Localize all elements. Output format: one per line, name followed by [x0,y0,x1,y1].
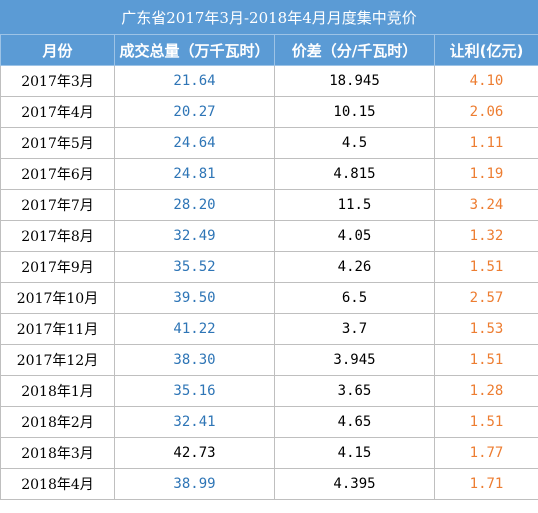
table-body: 2017年3月 21.64 18.945 4.10 2017年4月 20.27 10.15 2… [0,65,538,500]
cell-month: 2018年1月 [0,375,115,407]
table-row: 2017年3月 21.64 18.945 4.10 [0,65,538,97]
cell-volume: 35.52 [114,251,275,283]
cell-spread: 4.65 [274,406,435,438]
cell-month: 2017年9月 [0,251,115,283]
cell-volume: 28.20 [114,189,275,221]
cell-profit: 1.11 [434,127,538,159]
cell-spread: 6.5 [274,282,435,314]
table-row: 2017年5月 24.64 4.5 1.11 [0,127,538,159]
cell-month: 2017年10月 [0,282,115,314]
cell-spread: 3.7 [274,313,435,345]
header-row: 月份 成交总量（万千瓦时） 价差（分/千瓦时） 让利(亿元) [0,34,538,66]
cell-spread: 3.65 [274,375,435,407]
cell-month: 2017年5月 [0,127,115,159]
cell-volume: 32.41 [114,406,275,438]
table-row: 2017年8月 32.49 4.05 1.32 [0,220,538,252]
cell-volume: 39.50 [114,282,275,314]
table-row: 2017年6月 24.81 4.815 1.19 [0,158,538,190]
header-spread: 价差（分/千瓦时） [274,34,435,66]
cell-profit: 2.06 [434,96,538,128]
cell-volume: 24.81 [114,158,275,190]
cell-profit: 2.57 [434,282,538,314]
cell-month: 2017年6月 [0,158,115,190]
cell-volume: 35.16 [114,375,275,407]
table-row: 2018年1月 35.16 3.65 1.28 [0,375,538,407]
cell-month: 2017年4月 [0,96,115,128]
cell-month: 2017年8月 [0,220,115,252]
cell-profit: 1.53 [434,313,538,345]
table-title: 广东省2017年3月-2018年4月月度集中竞价 [0,0,538,34]
cell-volume: 20.27 [114,96,275,128]
cell-profit: 1.71 [434,468,538,500]
header-volume: 成交总量（万千瓦时） [114,34,275,66]
table-row: 2017年11月 41.22 3.7 1.53 [0,313,538,345]
table-row: 2017年12月 38.30 3.945 1.51 [0,344,538,376]
table-row: 2017年7月 28.20 11.5 3.24 [0,189,538,221]
cell-spread: 11.5 [274,189,435,221]
cell-spread: 4.815 [274,158,435,190]
bidding-table: 月份 成交总量（万千瓦时） 价差（分/千瓦时） 让利(亿元) 2017年3月 21… [0,34,538,500]
cell-volume: 42.73 [114,437,275,469]
cell-volume: 24.64 [114,127,275,159]
cell-spread: 4.395 [274,468,435,500]
cell-spread: 4.26 [274,251,435,283]
cell-spread: 3.945 [274,344,435,376]
cell-profit: 1.28 [434,375,538,407]
table-row: 2017年9月 35.52 4.26 1.51 [0,251,538,283]
cell-month: 2018年3月 [0,437,115,469]
cell-month: 2017年12月 [0,344,115,376]
table-row: 2017年10月 39.50 6.5 2.57 [0,282,538,314]
cell-spread: 4.05 [274,220,435,252]
cell-volume: 21.64 [114,65,275,97]
cell-volume: 32.49 [114,220,275,252]
cell-spread: 4.15 [274,437,435,469]
table-row: 2018年3月 42.73 4.15 1.77 [0,437,538,469]
cell-volume: 38.30 [114,344,275,376]
cell-profit: 1.51 [434,406,538,438]
cell-month: 2018年4月 [0,468,115,500]
table-row: 2018年2月 32.41 4.65 1.51 [0,406,538,438]
cell-profit: 1.19 [434,158,538,190]
cell-month: 2017年11月 [0,313,115,345]
cell-profit: 1.51 [434,344,538,376]
table-row: 2018年4月 38.99 4.395 1.71 [0,468,538,500]
cell-month: 2017年3月 [0,65,115,97]
cell-profit: 1.77 [434,437,538,469]
header-month: 月份 [0,34,115,66]
cell-profit: 3.24 [434,189,538,221]
cell-month: 2018年2月 [0,406,115,438]
cell-spread: 4.5 [274,127,435,159]
cell-volume: 38.99 [114,468,275,500]
table-row: 2017年4月 20.27 10.15 2.06 [0,96,538,128]
cell-profit: 4.10 [434,65,538,97]
cell-spread: 18.945 [274,65,435,97]
cell-month: 2017年7月 [0,189,115,221]
cell-profit: 1.51 [434,251,538,283]
cell-profit: 1.32 [434,220,538,252]
cell-spread: 10.15 [274,96,435,128]
header-profit: 让利(亿元) [434,34,538,66]
cell-volume: 41.22 [114,313,275,345]
